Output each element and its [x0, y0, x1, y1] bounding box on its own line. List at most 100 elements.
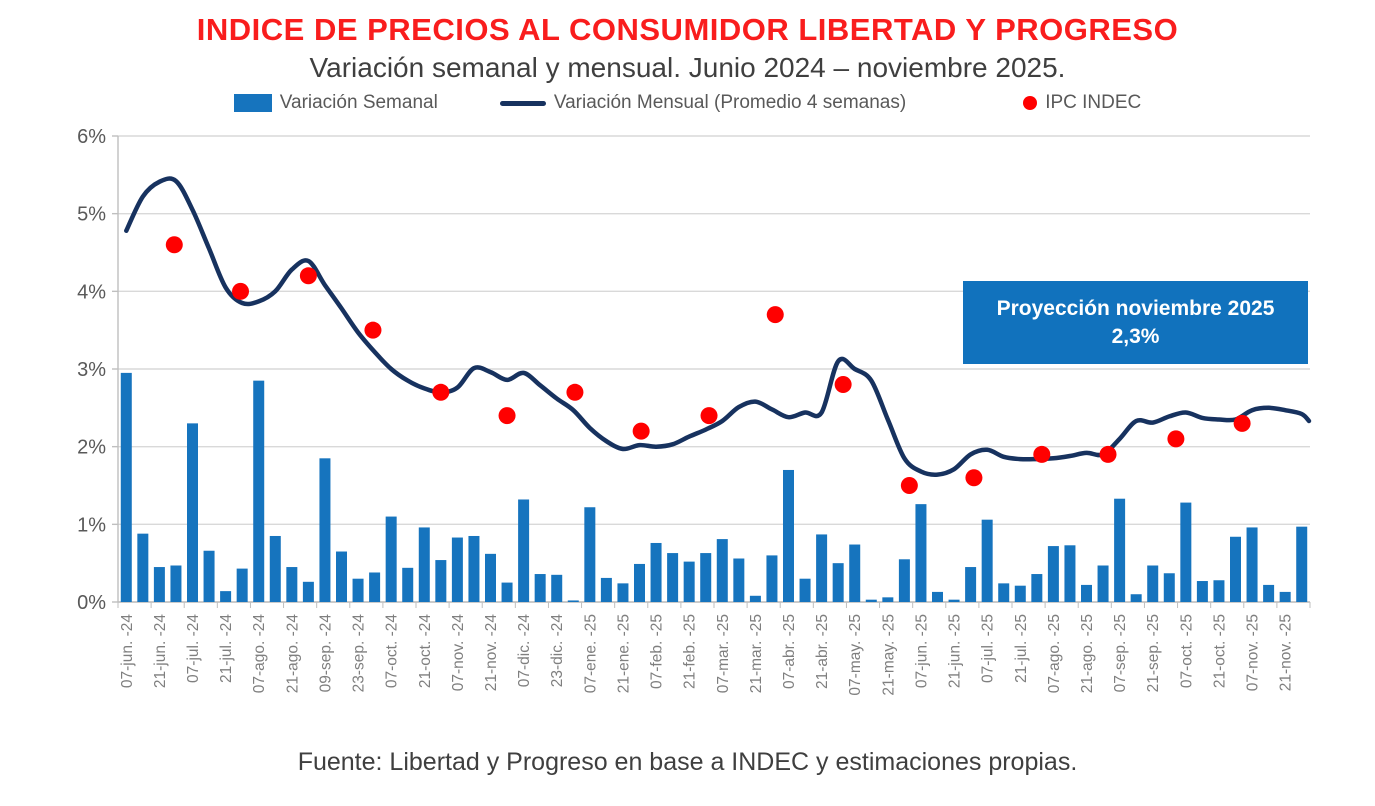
x-tick-label: 07-feb. -25 [649, 614, 666, 689]
ipc-dot [364, 321, 382, 339]
weekly-bar [749, 595, 761, 602]
weekly-bar [1047, 546, 1059, 602]
x-tick-label: 07-dic. -24 [516, 614, 533, 688]
ipc-dot [834, 376, 852, 394]
x-tick-label: 21-nov. -24 [483, 614, 500, 692]
x-tick-label: 07-oct. -24 [384, 614, 401, 688]
weekly-bar [501, 582, 513, 602]
ipc-chart-page: INDICE DE PRECIOS AL CONSUMIDOR LIBERTAD… [0, 12, 1375, 806]
weekly-bar [369, 572, 381, 602]
y-tick-label: 2% [77, 437, 106, 459]
weekly-bar [534, 574, 546, 602]
y-tick-label: 4% [77, 281, 106, 303]
x-tick-label: 21-jun. -24 [152, 614, 169, 688]
ipc-dot [232, 282, 250, 300]
x-tick-label: 21-nov. -25 [1278, 614, 1295, 691]
legend-item-monthly: Variación Mensual (Promedio 4 semanas) [499, 92, 907, 114]
legend-label-ipc: IPC INDEC [1045, 92, 1142, 113]
weekly-bar [783, 469, 794, 602]
x-tick-label: 07-mar. -25 [715, 614, 732, 693]
weekly-bar [269, 535, 281, 602]
weekly-bar [1230, 536, 1241, 602]
ipc-dot [632, 422, 650, 440]
weekly-bar [1196, 581, 1208, 602]
monthly-line [124, 176, 1312, 477]
chart-title: INDICE DE PRECIOS AL CONSUMIDOR LIBERTAD… [196, 12, 1179, 47]
y-tick-label: 3% [77, 359, 106, 381]
weekly-bar [816, 534, 828, 602]
x-tick-label: 07-sep. -25 [1112, 614, 1129, 692]
weekly-bar [634, 563, 645, 602]
ipc-dot [900, 476, 918, 494]
weekly-bar [120, 372, 132, 602]
weekly-bar [683, 561, 695, 602]
weekly-bar [336, 551, 347, 602]
weekly-bar [1147, 565, 1159, 602]
x-tick-label: 23-dic. -24 [549, 614, 566, 688]
weekly-bar [617, 583, 629, 602]
weekly-bar [1213, 580, 1225, 602]
weekly-bar [849, 544, 861, 602]
x-tick-label: 07-nov. -25 [1245, 614, 1262, 691]
weekly-bar [766, 555, 778, 602]
projection-callout: Proyección noviembre 2025 2,3% [963, 281, 1308, 364]
y-tick-label: 5% [77, 204, 106, 226]
weekly-bar [567, 600, 579, 602]
x-tick-label: 07-abr. -25 [781, 614, 798, 689]
x-tick-label: 21-jul. -24 [218, 614, 235, 683]
ipc-dot [965, 469, 983, 487]
x-tick-label: 21-mar. -25 [748, 614, 765, 693]
ipc-dot [566, 383, 584, 401]
legend-label-weekly: Variación Semanal [279, 92, 438, 113]
weekly-bar [1031, 574, 1043, 602]
weekly-bar [932, 591, 943, 602]
weekly-bar [1180, 502, 1192, 602]
y-tick-label: 6% [77, 126, 106, 148]
weekly-bar [733, 558, 745, 602]
chart-area: 0% 1% 2% 3% 4% 5% 6% 07-jun. -24 21-jun. -24 07-j… [0, 120, 1375, 746]
x-tick-label: 07-jun. -24 [119, 614, 136, 688]
weekly-bar [998, 583, 1010, 602]
x-tick-label: 21-jun. -25 [947, 614, 964, 688]
weekly-bar [1130, 594, 1142, 602]
legend-label-monthly: Variación Mensual (Promedio 4 semanas) [553, 92, 907, 113]
weekly-bar [667, 553, 679, 602]
weekly-bar [1263, 584, 1275, 602]
weekly-bar [302, 581, 314, 602]
weekly-bar [385, 516, 397, 602]
x-tick-label: 21-sep. -25 [1145, 614, 1162, 692]
x-tick-label: 21-ene. -25 [615, 614, 632, 693]
x-tick-label: 09-sep. -24 [317, 614, 334, 693]
weekly-bar [468, 535, 480, 602]
weekly-bar [402, 567, 414, 602]
ipc-dot [432, 383, 450, 401]
weekly-bar [319, 458, 331, 602]
x-tick-label: 21-oct. -24 [417, 614, 434, 688]
weekly-bar [203, 550, 215, 602]
ipc-dot [766, 306, 784, 324]
chart-subtitle: Variación semanal y mensual. Junio 2024 … [309, 52, 1066, 83]
x-tick-label: 21-jul. -25 [1013, 614, 1030, 683]
x-tick-label: 21-oct. -25 [1211, 614, 1228, 688]
ipc-dot [498, 407, 516, 425]
x-tick-label: 07-ene. -25 [582, 614, 599, 693]
weekly-bar [1097, 565, 1109, 602]
weekly-bar [137, 533, 149, 602]
x-tick-label: 07-may. -25 [847, 614, 864, 696]
weekly-bar [220, 591, 232, 602]
weekly-bar [451, 537, 463, 602]
ipc-dot [1099, 445, 1117, 463]
legend-item-weekly: Variación Semanal [233, 92, 438, 114]
x-tick-label: 07-nov. -24 [450, 614, 467, 692]
chart-legend: Variación Semanal Variación Mensual (Pro… [0, 88, 1375, 118]
projection-text-line1: Proyección noviembre 2025 [996, 296, 1275, 320]
weekly-bar [1014, 585, 1026, 602]
weekly-bar [1279, 591, 1291, 602]
weekly-bar [600, 577, 612, 602]
x-tick-label: 21-may. -25 [880, 614, 897, 696]
legend-item-ipc: IPC INDEC [1023, 92, 1141, 114]
weekly-bar [1064, 545, 1076, 602]
weekly-bar [418, 527, 430, 602]
ipc-dot [165, 236, 183, 254]
weekly-bar [236, 568, 248, 602]
